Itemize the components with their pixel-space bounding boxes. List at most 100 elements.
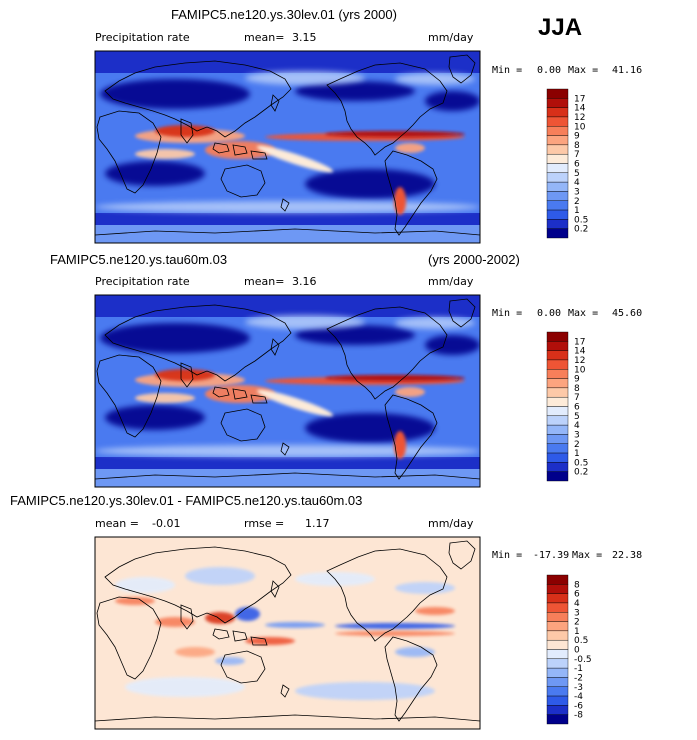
colorbar-swatch (546, 126, 569, 136)
moist-band (245, 315, 365, 329)
panel1-min-value: 0.00 (537, 65, 562, 76)
colorbar-swatch (546, 219, 569, 229)
andes-rain (394, 187, 406, 215)
colorbar-swatch (546, 228, 569, 239)
panel2-min-label: Min = (492, 308, 523, 319)
panel1-mean-label: mean= (244, 31, 285, 44)
dry-region (105, 161, 205, 186)
colorbar-tick-label: 12 (574, 356, 585, 366)
colorbar-swatch (546, 649, 569, 660)
difference-anomaly (265, 622, 325, 628)
panel1-title: FAMIPC5.ne120.ys.30lev.01 (yrs 2000) (171, 7, 397, 22)
dry-region (305, 169, 435, 199)
colorbar-tick-label: 4 (574, 421, 580, 431)
colorbar-tick-label: 4 (574, 178, 580, 188)
colorbar-tick-label: 8 (574, 141, 580, 151)
panel1-mean-value: 3.15 (292, 31, 317, 44)
moist-band (395, 73, 475, 85)
colorbar-swatch (546, 593, 569, 604)
itcz-band (395, 143, 425, 153)
colorbar-tick-label: -1 (574, 664, 583, 674)
moist-band (95, 201, 480, 213)
panel3-max-value: 22.38 (612, 550, 643, 561)
panel2-max-value: 45.60 (612, 308, 643, 319)
difference-anomaly (215, 657, 245, 665)
panel2-units: mm/day (428, 275, 474, 288)
panel2-min-value: 0.00 (537, 308, 562, 319)
colorbar-swatch (546, 415, 569, 426)
colorbar-swatch (546, 602, 569, 613)
panel1-max-label: Max = (568, 65, 599, 76)
colorbar-tick-label: 5 (574, 412, 580, 422)
colorbar-swatch (546, 172, 569, 183)
panel3-max-label: Max = (572, 550, 603, 561)
andes-rain (394, 431, 406, 459)
itcz-band (155, 125, 215, 137)
map-panel-3 (95, 537, 480, 729)
dry-region (100, 79, 250, 109)
moist-band (245, 71, 365, 85)
map-antarctic-band (95, 469, 480, 487)
colorbar-tick-label: -8 (574, 711, 583, 721)
colorbar-swatch (546, 705, 569, 715)
colorbar-swatch (546, 181, 569, 192)
map-panel-1 (95, 51, 480, 243)
colorbar-swatch (546, 153, 569, 164)
difference-anomaly (415, 607, 455, 615)
colorbar-swatch (546, 135, 569, 146)
colorbar-swatch (546, 612, 569, 622)
colorbar-swatch (546, 639, 569, 650)
difference-anomaly (115, 577, 175, 593)
colorbar-swatch (546, 424, 569, 435)
difference-anomaly (335, 623, 455, 629)
difference-anomaly (395, 582, 455, 594)
difference-anomaly (235, 607, 260, 621)
panel1-units: mm/day (428, 31, 474, 44)
colorbar-tick-label: 7 (574, 150, 580, 160)
panel3-units: mm/day (428, 517, 474, 530)
colorbar-swatch (546, 341, 569, 351)
colorbar-tick-label: 14 (574, 104, 586, 114)
colorbar-tick-label: 2 (574, 618, 580, 628)
map-frame (94, 536, 481, 730)
itcz-band (325, 131, 465, 137)
map-panel-2 (95, 295, 480, 487)
colorbar-swatch (546, 677, 569, 687)
colorbar-tick-label: -3 (574, 683, 583, 693)
colorbar-tick-label: 8 (574, 384, 580, 394)
itcz-band (395, 387, 425, 397)
panel1-field: Precipitation rate (95, 31, 190, 44)
map-antarctic-band (95, 225, 480, 243)
difference-anomaly (125, 677, 245, 697)
colorbar-swatch (546, 107, 569, 118)
colorbar-swatch (546, 658, 569, 669)
colorbar-tick-label: 4 (574, 599, 580, 609)
colorbar-swatch (546, 462, 569, 472)
colorbar-tick-label: -4 (574, 692, 583, 702)
colorbar-tick-label: 0.2 (574, 225, 588, 235)
colorbar-tick-label: 2 (574, 440, 580, 450)
panel2-field: Precipitation rate (95, 275, 190, 288)
colorbar-swatch (546, 331, 569, 342)
colorbar-swatch (546, 452, 569, 463)
colorbar-tick-label: 1 (574, 449, 580, 459)
itcz-band (135, 149, 195, 159)
panel2-years: (yrs 2000-2002) (428, 252, 520, 267)
moist-band (395, 317, 475, 329)
dry-region (425, 91, 480, 111)
colorbar-swatch (546, 686, 569, 697)
colorbar-tick-label: 7 (574, 393, 580, 403)
difference-anomaly (335, 631, 455, 636)
colorbar-swatch (546, 630, 569, 641)
panel3-min-label: Min = (492, 550, 523, 561)
colorbar-swatch (546, 406, 569, 417)
panel1-min-label: Min = (492, 65, 523, 76)
panel2-mean-label: mean= (244, 275, 285, 288)
colorbar-tick-label: 0 (574, 646, 580, 656)
colorbar-swatch (546, 116, 569, 127)
spcz-band (256, 145, 334, 173)
difference-anomaly (295, 682, 435, 700)
difference-anomaly (245, 637, 295, 645)
